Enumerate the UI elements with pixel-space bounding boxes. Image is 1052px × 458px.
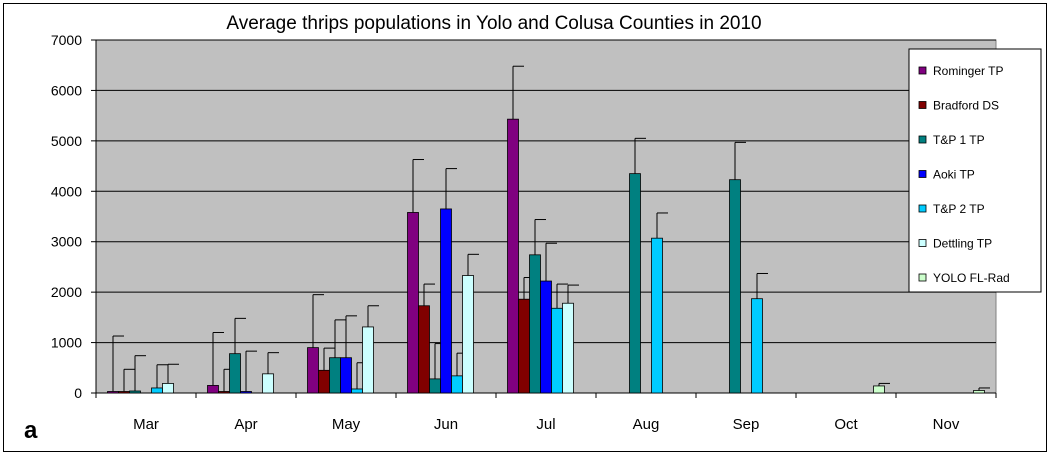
legend-label: T&P 2 TP: [933, 202, 985, 216]
x-tick-label: Oct: [834, 416, 858, 433]
x-tick-label: Jun: [434, 416, 458, 433]
bar: [351, 388, 363, 394]
x-tick-label: Sep: [733, 416, 760, 433]
bar: [407, 212, 419, 394]
bar: [518, 298, 530, 394]
legend-swatch: [918, 273, 927, 282]
legend-label: Bradford DS: [933, 99, 999, 113]
y-tick-label: 3000: [51, 234, 82, 250]
bar: [540, 280, 552, 394]
bar: [151, 387, 163, 394]
bar: [362, 326, 374, 394]
bar: [451, 375, 463, 394]
y-tick-label: 7000: [51, 32, 82, 48]
chart-title: Average thrips populations in Yolo and C…: [226, 13, 761, 34]
y-tick-label: 2000: [51, 284, 82, 300]
bar: [229, 353, 241, 394]
x-tick-label: Apr: [234, 416, 257, 433]
bar: [340, 357, 352, 394]
legend-swatch: [918, 101, 927, 109]
panel-label: a: [24, 417, 38, 444]
legend-swatch: [918, 135, 927, 144]
bar: [507, 118, 519, 394]
bar: [218, 391, 230, 394]
y-tick-label: 0: [74, 385, 82, 401]
x-tick-label: Aug: [633, 416, 660, 433]
bar: [207, 385, 219, 394]
bar: [429, 378, 441, 394]
legend-swatch: [918, 239, 927, 247]
bar: [440, 208, 452, 394]
bar: [529, 254, 541, 394]
bar: [462, 275, 474, 394]
legend-label: Aoki TP: [933, 168, 975, 182]
legend-label: T&P 1 TP: [933, 133, 985, 147]
bar: [551, 307, 563, 394]
legend-swatch: [918, 170, 927, 178]
legend-swatch: [918, 66, 927, 75]
bar: [162, 383, 174, 394]
bar: [729, 179, 741, 394]
chart-frame: Average thrips populations in Yolo and C…: [3, 3, 1047, 452]
bar: [329, 357, 341, 394]
y-tick-label: 6000: [51, 82, 82, 98]
legend-label: Dettling TP: [933, 237, 992, 251]
bar: [129, 390, 141, 394]
bar: [973, 390, 985, 394]
x-tick-label: Jul: [536, 416, 555, 433]
chart: Average thrips populations in Yolo and C…: [24, 13, 1042, 444]
bar: [562, 302, 574, 394]
legend-label: YOLO FL-Rad: [933, 271, 1010, 285]
bar: [651, 237, 663, 394]
bar: [307, 347, 319, 394]
bar: [240, 391, 252, 394]
bar: [873, 385, 885, 394]
bar: [318, 369, 330, 394]
x-tick-label: May: [332, 416, 361, 433]
bar: [751, 298, 763, 394]
bar: [262, 373, 274, 394]
y-tick-label: 5000: [51, 133, 82, 149]
x-tick-label: Mar: [133, 416, 159, 433]
legend-label: Rominger TP: [933, 64, 1003, 78]
bar: [418, 305, 430, 394]
legend-swatch: [918, 204, 927, 213]
y-tick-label: 1000: [51, 335, 82, 351]
bar: [107, 391, 119, 394]
legend-box: [908, 48, 1042, 293]
bar: [629, 173, 641, 394]
y-tick-label: 4000: [51, 183, 82, 199]
x-tick-label: Nov: [933, 416, 960, 433]
bar: [118, 391, 130, 394]
